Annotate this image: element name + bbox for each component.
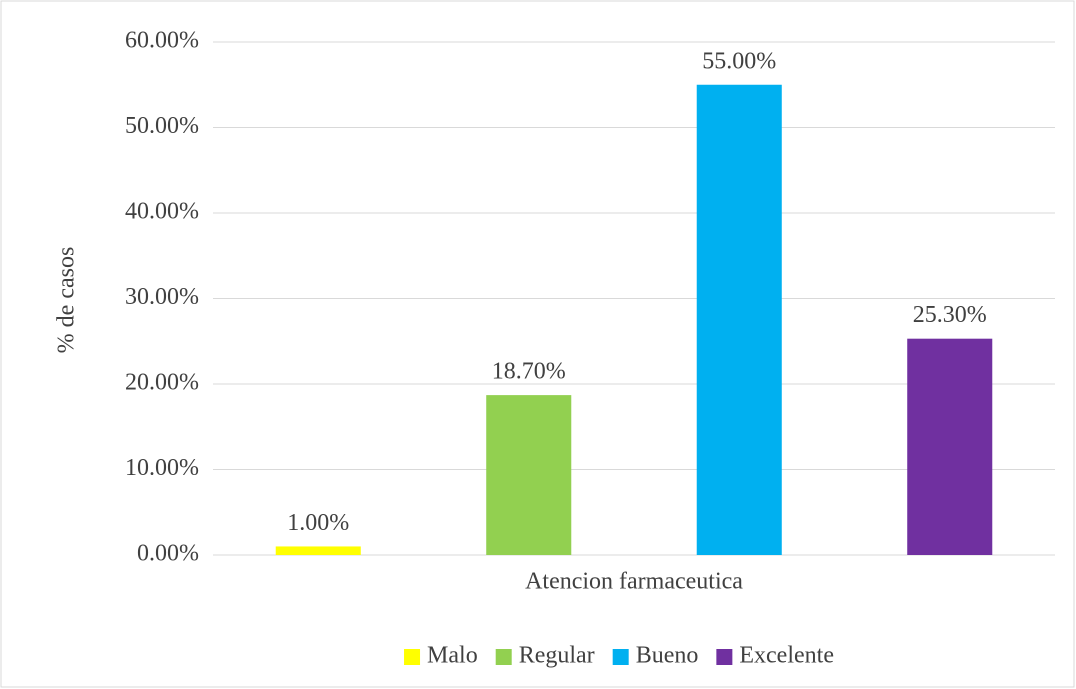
value-label: 18.70% — [492, 359, 566, 385]
legend-swatch — [716, 649, 733, 665]
y-tick-label: 20.00% — [125, 370, 199, 396]
y-axis-title: % de casos — [54, 247, 80, 354]
y-tick-label: 10.00% — [125, 455, 199, 481]
legend-swatch — [404, 649, 421, 665]
y-tick-label: 60.00% — [125, 28, 199, 54]
bar — [275, 546, 361, 555]
legend-swatch — [612, 649, 629, 665]
bar — [907, 338, 993, 555]
x-tick-label: Atencion farmaceutica — [525, 569, 743, 595]
y-tick-label: 0.00% — [137, 541, 199, 567]
y-tick-label: 40.00% — [125, 199, 199, 225]
legend-label: Excelente — [739, 643, 834, 669]
legend-label: Malo — [427, 643, 478, 669]
y-tick-label: 30.00% — [125, 284, 199, 310]
legend-label: Regular — [519, 643, 595, 669]
legend-label: Bueno — [636, 643, 699, 669]
value-label: 1.00% — [287, 510, 349, 536]
value-label: 25.30% — [913, 302, 987, 328]
legend-swatch — [495, 649, 512, 665]
bar — [696, 84, 782, 555]
y-tick-label: 50.00% — [125, 113, 199, 139]
bar — [486, 395, 572, 555]
value-label: 55.00% — [702, 48, 776, 74]
